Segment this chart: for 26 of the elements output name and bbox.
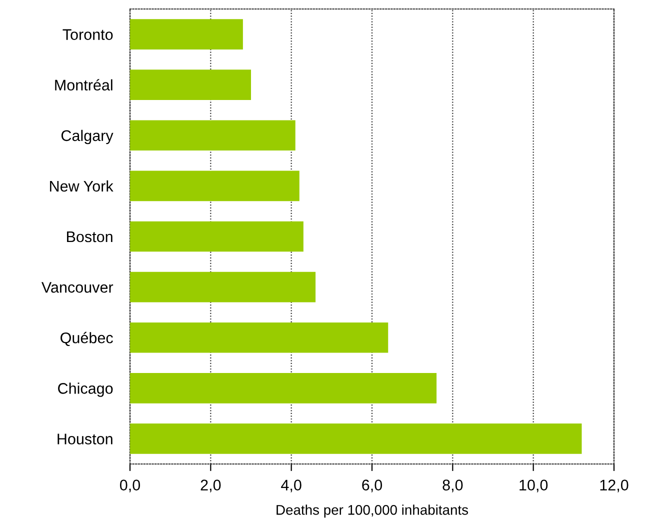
x-tick-label: 10,0 <box>520 480 548 492</box>
bar <box>130 19 243 50</box>
x-tick-label: 6,0 <box>362 480 382 492</box>
bar <box>130 322 388 353</box>
y-tick-label: Chicago <box>58 382 113 397</box>
y-tick-label: Calgary <box>61 130 114 144</box>
y-tick-label: Toronto <box>62 29 113 40</box>
x-tick-label: 4,0 <box>281 480 302 492</box>
y-tick-label: Montréal <box>55 79 112 91</box>
bar <box>130 170 300 202</box>
y-tick-label: New York <box>50 180 114 192</box>
bar <box>130 221 304 252</box>
x-axis-title: Deaths per 100,000 inhabitants <box>276 504 468 518</box>
x-tick-label: 0,0 <box>120 480 140 492</box>
y-tick-label: Boston <box>67 232 112 242</box>
y-tick-label: Vancouver <box>41 282 114 293</box>
x-tick-label: 12,0 <box>600 480 628 492</box>
y-tick-label: Québec <box>60 332 113 346</box>
bar <box>130 373 437 404</box>
bar <box>130 272 316 302</box>
x-tick-label: 8,0 <box>442 480 463 492</box>
bar <box>130 120 296 151</box>
x-tick-label: 2,0 <box>200 480 221 492</box>
bar <box>130 70 251 100</box>
bar <box>130 424 582 454</box>
y-tick-label: Houston <box>58 434 112 444</box>
